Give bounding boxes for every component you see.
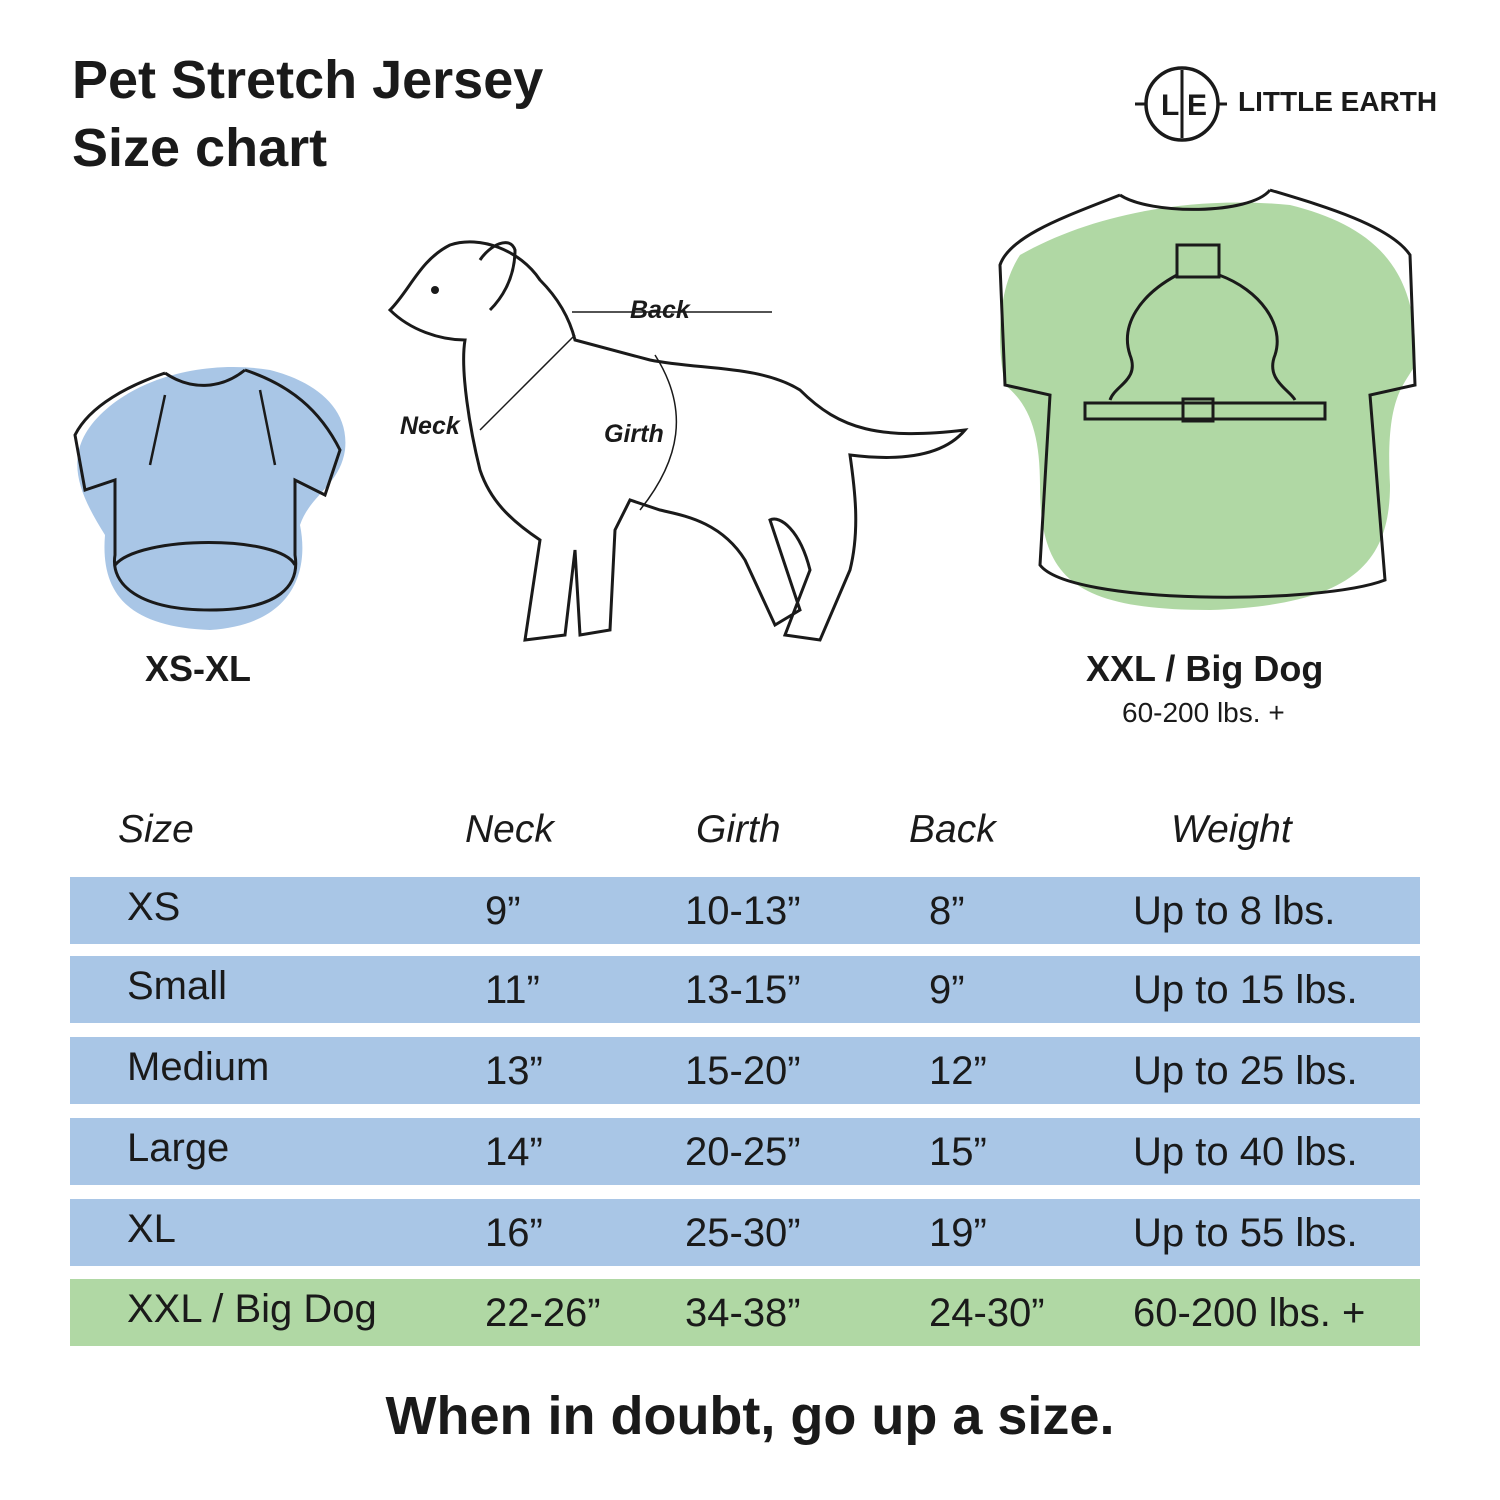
girth-label: Girth	[604, 420, 664, 448]
cell-neck: 11”	[485, 968, 540, 1012]
big-shirt-caption: XXL / Big Dog	[1086, 648, 1324, 689]
title-line-1: Pet Stretch Jersey	[72, 50, 544, 110]
header-weight: Weight	[1171, 808, 1292, 851]
cell-size: Large	[127, 1126, 230, 1170]
header-girth: Girth	[696, 808, 781, 851]
cell-girth: 10-13”	[685, 889, 801, 933]
cell-girth: 13-15”	[685, 968, 801, 1012]
neck-label: Neck	[400, 412, 460, 440]
cell-weight: Up to 25 lbs.	[1133, 1049, 1358, 1093]
cell-back: 12”	[929, 1049, 987, 1093]
big-shirt-weight: 60-200 lbs. +	[1122, 697, 1285, 728]
dog-measurement-icon	[387, 240, 969, 642]
table-row: Small 11” 13-15” 9” Up to 15 lbs.	[70, 956, 1420, 1023]
header-back: Back	[909, 808, 996, 851]
back-label: Back	[630, 296, 690, 324]
cell-neck: 9”	[485, 889, 521, 933]
cell-neck: 14”	[485, 1130, 543, 1174]
cell-neck: 13”	[485, 1049, 543, 1093]
cell-back: 19”	[929, 1211, 987, 1255]
cell-size: Small	[127, 964, 228, 1008]
cell-size: XL	[127, 1207, 176, 1251]
cell-back: 9”	[929, 968, 965, 1012]
cell-weight: Up to 40 lbs.	[1133, 1130, 1358, 1174]
cell-girth: 25-30”	[685, 1211, 801, 1255]
cell-weight: Up to 55 lbs.	[1133, 1211, 1358, 1255]
header-neck: Neck	[465, 808, 554, 851]
small-shirt-icon	[73, 367, 346, 630]
svg-text:E: E	[1187, 89, 1207, 122]
cell-neck: 16”	[485, 1211, 543, 1255]
footer-note: When in doubt, go up a size.	[385, 1386, 1115, 1446]
table-row: Large 14” 20-25” 15” Up to 40 lbs.	[70, 1118, 1420, 1185]
cell-weight: 60-200 lbs. +	[1133, 1291, 1366, 1335]
logo-text: LITTLE EARTH	[1238, 86, 1438, 117]
table-row: XS 9” 10-13” 8” Up to 8 lbs.	[70, 877, 1420, 944]
cell-weight: Up to 15 lbs.	[1133, 968, 1358, 1012]
cell-size: Medium	[127, 1045, 270, 1089]
table-row: XXL / Big Dog 22-26” 34-38” 24-30” 60-200 lb…	[70, 1279, 1420, 1346]
cell-girth: 20-25”	[685, 1130, 801, 1174]
cell-size: XS	[127, 885, 181, 929]
little-earth-logo-icon: L E	[1135, 66, 1227, 142]
svg-text:L: L	[1161, 89, 1179, 122]
table-row: XL 16” 25-30” 19” Up to 55 lbs.	[70, 1199, 1420, 1266]
cell-girth: 34-38”	[685, 1291, 801, 1335]
cell-back: 8”	[929, 889, 965, 933]
cell-weight: Up to 8 lbs.	[1133, 889, 1336, 933]
small-shirt-caption: XS-XL	[145, 648, 252, 689]
page-title: Pet Stretch Jersey Size chart	[72, 46, 543, 182]
cell-girth: 15-20”	[685, 1049, 801, 1093]
table-row: Medium 13” 15-20” 12” Up to 25 lbs.	[70, 1037, 1420, 1104]
cell-back: 15”	[929, 1130, 987, 1174]
header-size: Size	[118, 808, 194, 851]
cell-neck: 22-26”	[485, 1291, 601, 1335]
title-line-2: Size chart	[72, 118, 328, 178]
cell-back: 24-30”	[929, 1291, 1045, 1335]
big-shirt-icon	[998, 188, 1417, 610]
cell-size: XXL / Big Dog	[127, 1287, 377, 1331]
